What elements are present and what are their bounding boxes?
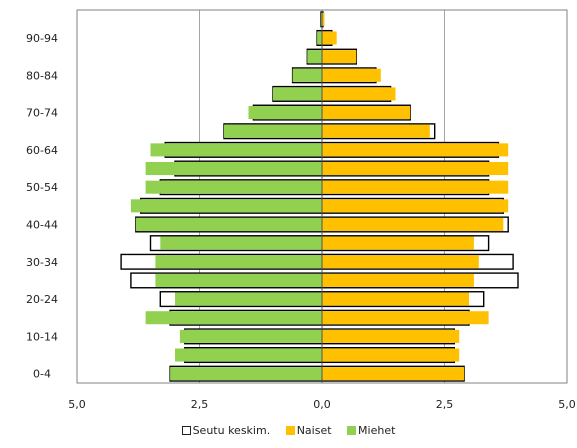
bar-miehet [145, 162, 322, 176]
bar-naiset [322, 217, 504, 231]
bar-naiset [322, 68, 381, 82]
y-tick-label: 70-74 [26, 107, 58, 120]
x-tick-label: 0,0 [313, 398, 331, 411]
bar-naiset [322, 124, 430, 138]
bar-miehet [248, 106, 322, 120]
x-tick-label: 5,0 [68, 398, 86, 411]
legend-label-seutu: Seutu keskim. [192, 424, 271, 437]
bar-naiset [322, 12, 325, 26]
bar-naiset [322, 199, 509, 213]
bar-miehet [155, 273, 322, 287]
y-tick-label: 90-94 [26, 32, 58, 45]
legend-item-seutu: Seutu keskim. [181, 424, 271, 437]
bar-naiset [322, 106, 411, 120]
bar-miehet [160, 236, 322, 250]
bar-naiset [322, 255, 479, 269]
bar-miehet [224, 124, 322, 138]
bar-naiset [322, 311, 489, 325]
legend-item-naiset: Naiset [285, 424, 332, 437]
legend-label-naiset: Naiset [296, 424, 332, 437]
legend-swatch-seutu [181, 426, 191, 435]
axis-labels: 0-4 10-14 20-24 30-34 40-44 50-54 60-64 70-74 80… [26, 32, 576, 411]
bar-naiset [322, 292, 469, 306]
legend-swatch-miehet [347, 426, 357, 435]
bar-naiset [322, 180, 509, 194]
plot-area-frame [76, 9, 568, 384]
bar-naiset [322, 273, 474, 287]
y-tick-label: 60-64 [26, 144, 58, 157]
x-tick-label: 5,0 [558, 398, 576, 411]
y-tick-label: 80-84 [26, 69, 58, 82]
bar-miehet [155, 255, 322, 269]
bar-miehet [179, 329, 322, 343]
bar-naiset [322, 87, 396, 101]
y-tick-label: 30-34 [26, 256, 58, 269]
bar-miehet [273, 87, 322, 101]
legend-item-miehet: Miehet [347, 424, 395, 437]
y-tick-label: 40-44 [26, 218, 58, 231]
y-tick-label: 50-54 [26, 181, 58, 194]
y-tick-label: 20-24 [26, 293, 58, 306]
bars [120, 10, 519, 383]
bar-miehet [145, 311, 322, 325]
legend: Seutu keskim. Naiset Miehet [0, 424, 577, 437]
bar-miehet [170, 367, 322, 381]
bar-miehet [292, 68, 322, 82]
y-tick-label: 0-4 [33, 368, 51, 381]
x-tick-label: 2,5 [436, 398, 454, 411]
bar-miehet [150, 143, 322, 157]
legend-swatch-naiset [285, 426, 295, 435]
bar-naiset [322, 50, 357, 64]
bar-naiset [322, 329, 460, 343]
bar-miehet [317, 31, 322, 45]
legend-label-miehet: Miehet [358, 424, 396, 437]
x-tick-label: 2,5 [191, 398, 209, 411]
bar-miehet [175, 292, 322, 306]
bar-miehet [145, 180, 322, 194]
bar-naiset [322, 31, 337, 45]
bar-miehet [175, 348, 322, 362]
bar-naiset [322, 236, 474, 250]
bar-naiset [322, 348, 460, 362]
bar-naiset [322, 367, 465, 381]
bar-miehet [130, 199, 322, 213]
bar-naiset [322, 162, 509, 176]
bar-miehet [307, 50, 322, 64]
y-tick-label: 10-14 [26, 330, 58, 343]
bar-miehet [135, 217, 322, 231]
bar-naiset [322, 143, 509, 157]
